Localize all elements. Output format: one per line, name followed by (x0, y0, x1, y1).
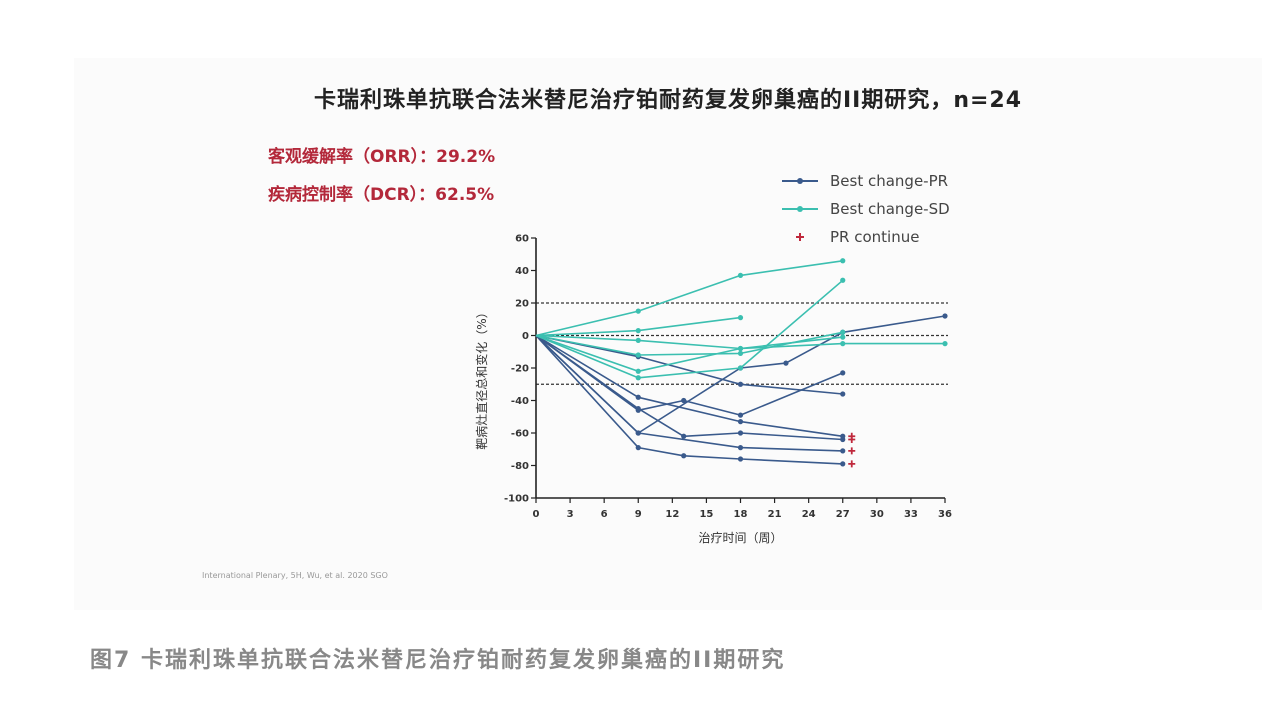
pr-data-point (635, 394, 641, 400)
pr-data-point (681, 397, 687, 404)
pr-continue-marker (848, 447, 856, 455)
y-tick-label: 40 (515, 266, 529, 277)
sd-data-point (840, 329, 846, 335)
legend-label: PR continue (830, 228, 919, 246)
sd-data-point (635, 375, 641, 381)
x-tick-label: 3 (567, 509, 574, 520)
citation: International Plenary, 5H, Wu, et al. 20… (202, 571, 388, 580)
sd-data-point (635, 328, 641, 334)
pr-continue-marker (848, 460, 856, 468)
y-tick-label: -20 (511, 364, 529, 375)
sd-data-point (840, 341, 846, 347)
pr-continue-marker (848, 432, 856, 440)
y-tick-label: 20 (515, 299, 529, 310)
y-axis-title: 靶病灶直径总和变化（%） (474, 306, 489, 449)
slide-panel: 卡瑞利珠单抗联合法米替尼治疗铂耐药复发卵巢癌的II期研究，n=24 客观缓解率（… (74, 58, 1262, 610)
pr-data-point (840, 433, 846, 439)
pr-data-point (840, 461, 846, 467)
pr-series-line (535, 315, 946, 434)
legend-dot-icon (797, 206, 803, 212)
figure-caption: 图7 卡瑞利珠单抗联合法米替尼治疗铂耐药复发卵巢癌的II期研究 (90, 648, 786, 673)
sd-data-point (737, 345, 744, 352)
sd-data-point (840, 277, 846, 283)
pr-series-line (535, 334, 843, 452)
sd-data-point (737, 315, 744, 321)
sd-data-point (737, 350, 744, 356)
pr-data-point (635, 445, 641, 451)
x-axis-title: 治疗时间（周） (698, 531, 782, 545)
sd-series-line (535, 334, 843, 350)
legend-marker-icon (796, 233, 804, 241)
pr-data-point (840, 391, 846, 397)
x-tick-label: 36 (938, 509, 952, 520)
x-tick-label: 12 (665, 509, 679, 520)
x-tick-label: 18 (734, 509, 748, 520)
pr-data-point (942, 313, 948, 319)
y-tick-label: 60 (515, 234, 529, 245)
x-tick-label: 21 (768, 509, 782, 520)
sd-series-line (535, 279, 844, 379)
x-tick-label: 15 (699, 509, 713, 520)
y-tick-label: -100 (504, 494, 529, 505)
x-tick-label: 0 (533, 509, 540, 520)
pr-data-point (737, 430, 744, 436)
pr-series-line (535, 334, 844, 416)
x-tick-label: 33 (904, 509, 918, 520)
y-tick-label: -80 (511, 461, 529, 472)
x-tick-label: 27 (836, 509, 850, 520)
sd-data-point (635, 337, 641, 343)
sd-data-point (942, 341, 948, 347)
x-tick-label: 6 (601, 509, 608, 520)
pr-data-point (681, 453, 687, 459)
pr-data-point (737, 381, 744, 387)
y-tick-label: -60 (511, 429, 529, 440)
legend-dot-icon (797, 178, 803, 184)
pr-data-point (840, 370, 846, 376)
pr-data-point (737, 445, 744, 451)
pr-data-point (635, 407, 641, 413)
pr-data-point (783, 360, 789, 366)
sd-data-point (635, 368, 641, 374)
legend-label: Best change-PR (830, 172, 948, 190)
pr-data-point (737, 419, 744, 425)
sd-data-point (840, 258, 846, 264)
x-tick-label: 24 (802, 509, 816, 520)
pr-data-point (681, 433, 687, 439)
dcr-stat: 疾病控制率（DCR）：62.5% (268, 185, 495, 205)
sd-data-point (635, 352, 641, 358)
sd-data-point (737, 365, 744, 371)
sd-data-point (737, 272, 744, 278)
sd-data-point (635, 308, 641, 314)
x-tick-label: 30 (870, 509, 884, 520)
sd-data-point (840, 334, 846, 340)
x-tick-label: 9 (635, 509, 642, 520)
pr-data-point (635, 430, 641, 436)
sd-series-line (535, 260, 843, 337)
pr-data-point (737, 412, 744, 418)
pr-data-point (737, 456, 744, 462)
pr-series-line (535, 334, 843, 438)
slide-title: 卡瑞利珠单抗联合法米替尼治疗铂耐药复发卵巢癌的II期研究，n=24 (313, 88, 1023, 113)
y-tick-label: -40 (511, 396, 529, 407)
orr-stat: 客观缓解率（ORR）：29.2% (268, 147, 496, 167)
pr-data-point (840, 448, 846, 454)
y-tick-label: 0 (522, 331, 529, 342)
legend-label: Best change-SD (830, 200, 950, 218)
